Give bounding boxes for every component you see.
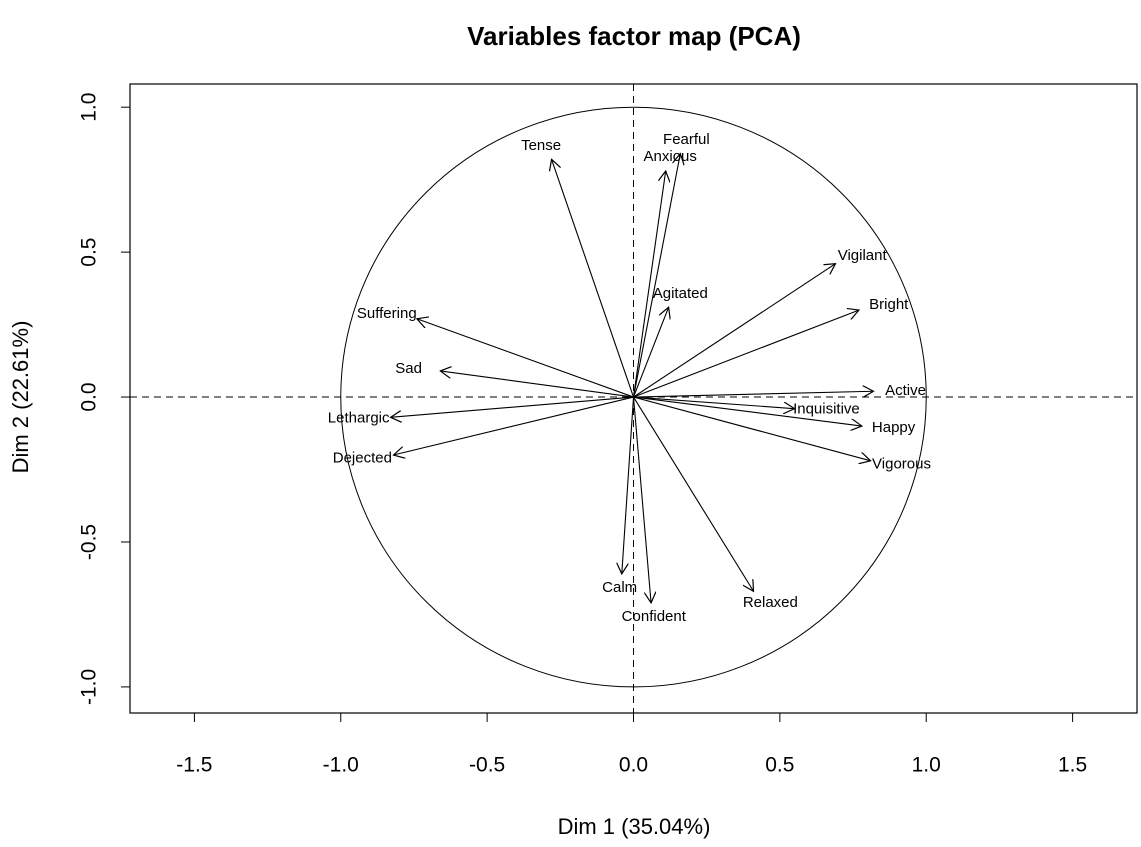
arrow [393,396,634,455]
arrow [632,307,669,398]
arrow [633,396,862,426]
y-tick-label: -0.5 [78,524,101,560]
arrow [633,396,871,461]
y-tick-label: 0.5 [78,238,101,267]
y-tick-label: 1.0 [78,93,101,122]
arrow-label: Active [885,382,926,399]
arrow [552,159,635,398]
y-tick-label: 0.0 [78,382,101,411]
arrow [417,319,634,398]
x-tick-label: 0.0 [619,754,648,777]
x-tick-label: -1.0 [323,754,359,777]
x-tick-label: -1.5 [176,754,212,777]
arrow [632,154,681,398]
arrow-label: Bright [869,296,909,313]
x-tick-label: -0.5 [469,754,505,777]
arrow-label: Anxious [644,148,697,165]
arrow [633,396,795,409]
arrow [632,171,666,398]
chart-title: Variables factor map (PCA) [467,21,801,51]
arrow [633,396,754,591]
x-tick-label: 0.5 [765,754,794,777]
x-axis-label: Dim 1 (35.04%) [558,814,711,839]
arrow [633,264,836,398]
arrow-label: Fearful [663,131,710,148]
x-tick-label: 1.5 [1058,754,1087,777]
arrow [440,371,634,398]
arrow [632,397,652,603]
arrow-label: Tense [521,137,561,154]
arrow [622,397,635,574]
arrow-label: Confident [622,608,687,625]
y-axis-label: Dim 2 (22.61%) [8,321,33,474]
x-tick-label: 1.0 [912,754,941,777]
arrow-label: Vigilant [838,247,888,264]
unit-circle [340,106,927,688]
arrow-label: Inquisitive [793,401,860,418]
arrow [633,391,874,398]
arrow [633,310,859,398]
arrow [391,396,634,417]
arrow-label: Calm [602,579,637,596]
arrow-label: Dejected [333,449,392,466]
y-tick-label: -1.0 [78,669,101,705]
arrow-label: Lethargic [328,409,390,426]
arrow-label: Vigorous [872,455,931,472]
arrow-label: Relaxed [743,594,798,611]
arrow-label: Agitated [653,285,708,302]
arrow-label: Suffering [357,305,417,322]
arrow-label: Sad [395,360,422,377]
arrow-label: Happy [872,419,916,436]
